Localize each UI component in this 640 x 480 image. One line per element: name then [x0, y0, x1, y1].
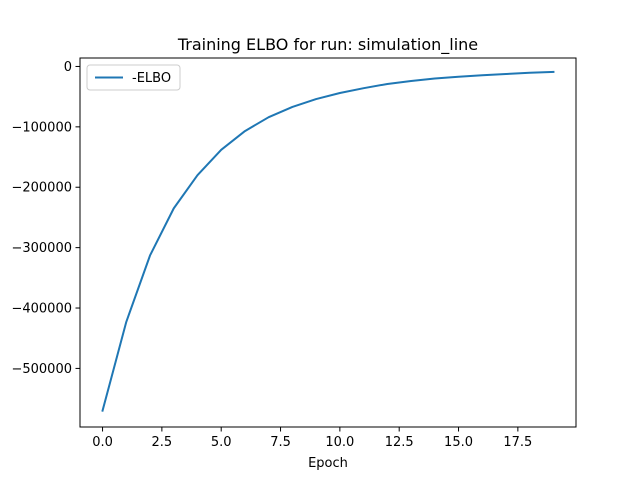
y-tick-label: −200000 — [11, 181, 72, 196]
legend: -ELBO — [86, 64, 181, 91]
x-tick-label: 0.0 — [92, 435, 113, 450]
x-tick-label: 17.5 — [503, 435, 532, 450]
plot-frame — [79, 57, 577, 428]
x-tick-label: 7.5 — [270, 435, 291, 450]
x-axis: 0.0 2.5 5.0 7.5 10.0 12.5 15.0 17.5 — [92, 427, 532, 450]
legend-label: -ELBO — [132, 71, 171, 86]
y-axis: 0 −100000 −200000 −300000 −400000 −500000 — [11, 60, 80, 377]
x-tick-label: 5.0 — [211, 435, 232, 450]
x-axis-label: Epoch — [308, 456, 348, 471]
legend-box — [86, 64, 181, 91]
x-tick-label: 12.5 — [385, 435, 414, 450]
x-tick-label: 10.0 — [325, 435, 354, 450]
y-tick-label: −500000 — [11, 362, 72, 377]
y-tick-label: −300000 — [11, 241, 72, 256]
chart-title: Training ELBO for run: simulation_line — [177, 35, 478, 55]
y-tick-label: 0 — [64, 60, 72, 75]
x-tick-label: 15.0 — [444, 435, 473, 450]
x-tick-label: 2.5 — [152, 435, 173, 450]
series-line-0 — [101, 70, 555, 412]
y-tick-label: −100000 — [11, 120, 72, 135]
y-tick-label: −400000 — [11, 302, 72, 317]
plot-area — [101, 70, 555, 412]
